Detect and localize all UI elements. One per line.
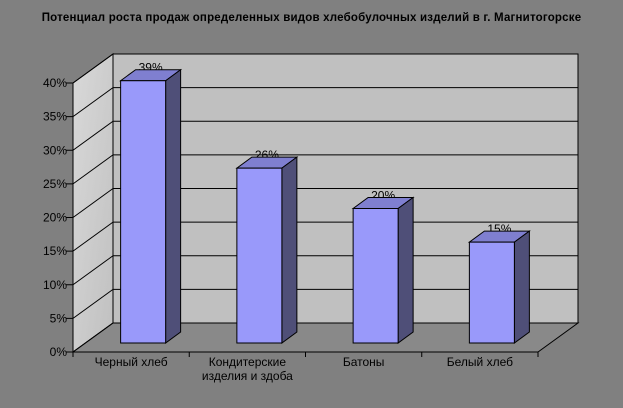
y-tick-label: 5% bbox=[50, 311, 68, 325]
bar-1 bbox=[119, 68, 183, 344]
category-label: Кондитерские bbox=[209, 355, 287, 369]
bar-front-face bbox=[236, 167, 283, 344]
bar-front-face bbox=[120, 80, 167, 344]
gridline-wall bbox=[72, 154, 114, 185]
gridline-wall bbox=[72, 120, 114, 151]
axes-layer bbox=[66, 82, 539, 357]
gridline-wall bbox=[72, 53, 114, 84]
chart-title: Потенциал роста продаж определенных видо… bbox=[41, 12, 582, 24]
y-tick-label: 10% bbox=[43, 278, 67, 292]
gridline-wall bbox=[72, 255, 114, 286]
bar-side-face bbox=[513, 230, 530, 344]
bars-layer bbox=[119, 68, 531, 344]
axis-labels-layer: 0% 5% 10% 15% 20% 25% 30% 35% 40% Черный хлеб Конд… bbox=[43, 76, 513, 383]
bar-4 bbox=[467, 230, 531, 344]
y-tick-label: 25% bbox=[43, 177, 67, 191]
gridline-wall bbox=[72, 188, 114, 218]
bar-side-face bbox=[165, 68, 182, 344]
y-tick-label: 30% bbox=[43, 143, 67, 157]
bar-3 bbox=[351, 196, 415, 344]
category-label: Черный хлеб bbox=[95, 355, 168, 369]
gridline-wall bbox=[72, 221, 114, 252]
bar-side-face bbox=[397, 196, 414, 344]
y-tick-label: 35% bbox=[43, 110, 67, 124]
y-tick-label: 0% bbox=[50, 345, 68, 359]
bar-side-face bbox=[281, 156, 298, 344]
bar-front-face bbox=[352, 208, 399, 344]
category-label: Белый хлеб bbox=[447, 355, 513, 369]
bar-2 bbox=[235, 156, 299, 344]
gridline-wall bbox=[72, 87, 114, 118]
category-label: Батоны bbox=[343, 355, 385, 369]
y-tick-label: 40% bbox=[43, 76, 67, 90]
gridline-wall bbox=[72, 288, 114, 319]
y-tick-label: 15% bbox=[43, 244, 67, 258]
category-label: изделия и здоба bbox=[202, 369, 293, 383]
gridline-wall bbox=[72, 322, 114, 353]
bar-front-face bbox=[468, 241, 515, 344]
y-tick-label: 20% bbox=[43, 211, 67, 225]
